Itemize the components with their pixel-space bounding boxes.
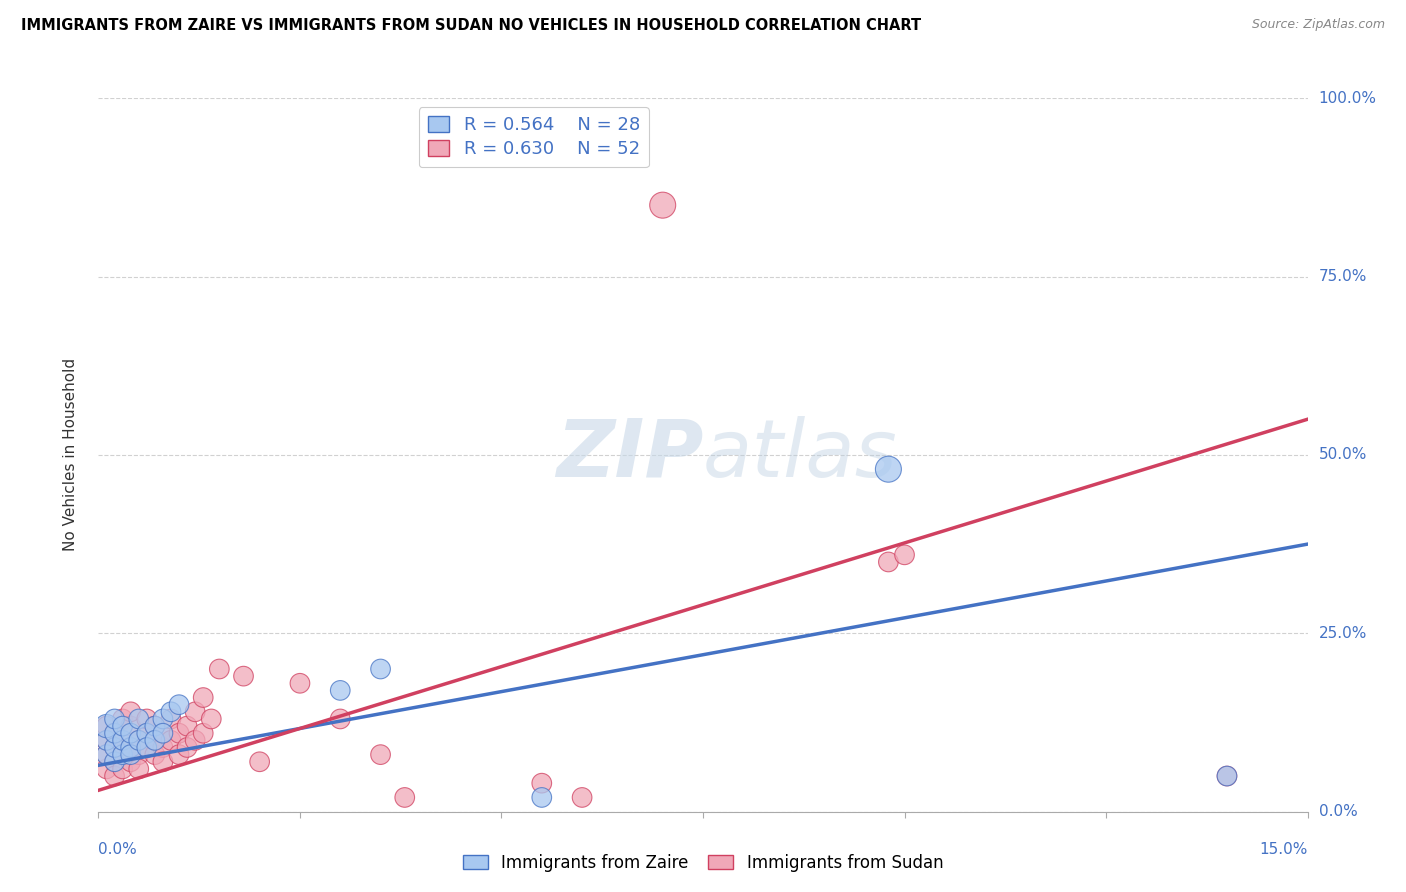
Point [1216,769,1239,783]
Point [184,733,207,747]
Point [96,719,118,733]
Point [370,747,392,762]
Text: 15.0%: 15.0% [1260,842,1308,857]
Point [152,712,174,726]
Point [135,726,157,740]
Text: IMMIGRANTS FROM ZAIRE VS IMMIGRANTS FROM SUDAN NO VEHICLES IN HOUSEHOLD CORRELAT: IMMIGRANTS FROM ZAIRE VS IMMIGRANTS FROM… [21,18,921,33]
Point [530,790,553,805]
Point [370,662,392,676]
Point [394,790,416,805]
Text: Source: ZipAtlas.com: Source: ZipAtlas.com [1251,18,1385,31]
Text: 0.0%: 0.0% [98,842,138,857]
Point [111,747,134,762]
Point [152,755,174,769]
Point [120,740,142,755]
Point [160,705,183,719]
Point [208,662,231,676]
Point [135,740,157,755]
Point [128,747,150,762]
Point [103,740,125,755]
Y-axis label: No Vehicles in Household: No Vehicles in Household [63,359,77,551]
Point [103,726,125,740]
Point [329,683,352,698]
Point [111,747,134,762]
Legend: Immigrants from Zaire, Immigrants from Sudan: Immigrants from Zaire, Immigrants from S… [456,847,950,879]
Text: 50.0%: 50.0% [1319,448,1367,462]
Point [200,712,222,726]
Point [120,719,142,733]
Point [167,726,190,740]
Point [143,733,166,747]
Point [167,698,190,712]
Point [96,719,118,733]
Text: 100.0%: 100.0% [1319,91,1376,105]
Point [143,719,166,733]
Point [152,740,174,755]
Point [103,726,125,740]
Point [176,719,198,733]
Point [143,719,166,733]
Point [193,690,215,705]
Text: 75.0%: 75.0% [1319,269,1367,284]
Point [103,712,125,726]
Point [135,712,157,726]
Point [877,555,900,569]
Point [160,712,183,726]
Point [193,726,215,740]
Point [651,198,673,212]
Point [152,726,174,740]
Point [530,776,553,790]
Point [288,676,311,690]
Point [120,705,142,719]
Point [249,755,271,769]
Point [128,762,150,776]
Point [111,719,134,733]
Text: 0.0%: 0.0% [1319,805,1357,819]
Point [135,740,157,755]
Point [143,747,166,762]
Point [103,755,125,769]
Point [128,733,150,747]
Point [111,712,134,726]
Point [96,733,118,747]
Point [96,747,118,762]
Point [111,733,134,747]
Point [1216,769,1239,783]
Point [232,669,254,683]
Point [103,769,125,783]
Point [176,740,198,755]
Point [96,762,118,776]
Point [111,762,134,776]
Point [571,790,593,805]
Text: 25.0%: 25.0% [1319,626,1367,640]
Point [96,747,118,762]
Point [329,712,352,726]
Point [128,733,150,747]
Text: ZIP: ZIP [555,416,703,494]
Point [120,726,142,740]
Point [893,548,915,562]
Point [96,733,118,747]
Point [152,726,174,740]
Point [120,740,142,755]
Point [143,733,166,747]
Point [103,755,125,769]
Point [135,726,157,740]
Point [120,755,142,769]
Point [877,462,900,476]
Text: atlas: atlas [703,416,898,494]
Point [167,747,190,762]
Point [120,747,142,762]
Point [103,740,125,755]
Point [111,733,134,747]
Point [184,705,207,719]
Point [128,712,150,726]
Point [160,733,183,747]
